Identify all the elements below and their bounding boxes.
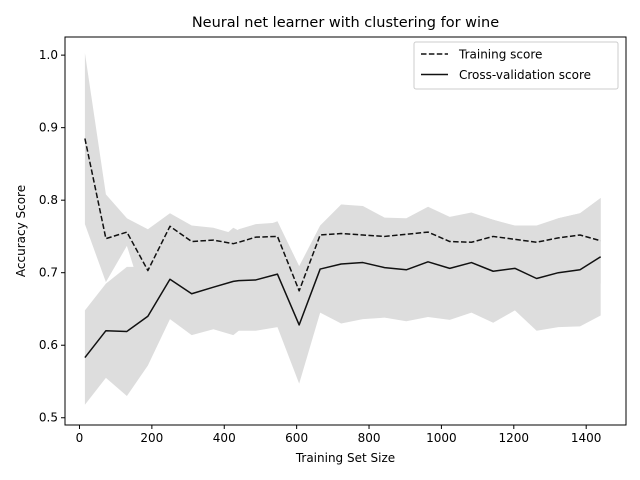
confidence-bands bbox=[84, 52, 601, 405]
y-tick-label: 0.7 bbox=[39, 266, 58, 280]
x-tick-label: 1200 bbox=[499, 431, 530, 445]
legend-box bbox=[413, 41, 619, 90]
x-tick-label: 600 bbox=[285, 431, 308, 445]
y-tick-label: 0.5 bbox=[39, 411, 58, 425]
legend-label-training: Training score bbox=[458, 48, 542, 62]
series-lines bbox=[84, 138, 602, 359]
y-tick-label: 1.0 bbox=[39, 48, 58, 62]
x-tick-label: 0 bbox=[76, 431, 84, 445]
x-axis-ticks: 0 200 400 600 800 1000 1200 1400 bbox=[76, 425, 602, 445]
chart-title: Neural net learner with clustering for w… bbox=[192, 15, 499, 31]
y-tick-label: 0.8 bbox=[39, 193, 58, 207]
cross-validation-score-band bbox=[84, 198, 601, 405]
plot-frame bbox=[64, 36, 627, 426]
y-axis-label: Accuracy Score bbox=[14, 185, 28, 277]
cross-validation-score-line bbox=[84, 256, 602, 359]
x-axis-label: Training Set Size bbox=[295, 451, 395, 465]
x-tick-label: 200 bbox=[140, 431, 163, 445]
y-tick-label: 0.9 bbox=[39, 121, 58, 135]
y-tick-label: 0.6 bbox=[39, 338, 58, 352]
x-tick-label: 400 bbox=[213, 431, 236, 445]
x-tick-label: 1000 bbox=[426, 431, 457, 445]
x-tick-label: 800 bbox=[358, 431, 381, 445]
training-score-line bbox=[84, 138, 601, 292]
y-axis-ticks: 0.5 0.6 0.7 0.8 0.9 1.0 bbox=[39, 48, 65, 425]
legend-label-cross-validation: Cross-validation score bbox=[459, 68, 591, 82]
x-tick-label: 1400 bbox=[571, 431, 602, 445]
legend: Training score Cross-validation score bbox=[413, 41, 619, 90]
